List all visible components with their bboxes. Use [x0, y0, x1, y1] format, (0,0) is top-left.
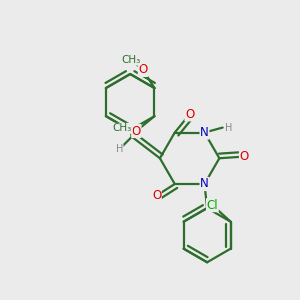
- Text: N: N: [200, 126, 209, 139]
- Text: O: O: [138, 63, 148, 76]
- Text: H: H: [116, 144, 123, 154]
- Text: N: N: [200, 178, 209, 190]
- Text: O: O: [132, 124, 141, 137]
- Text: CH₃: CH₃: [113, 123, 132, 134]
- Text: O: O: [152, 189, 161, 202]
- Text: H: H: [225, 123, 232, 133]
- Text: O: O: [185, 108, 194, 121]
- Text: Cl: Cl: [207, 199, 218, 212]
- Text: CH₃: CH₃: [122, 55, 141, 65]
- Text: O: O: [239, 150, 249, 163]
